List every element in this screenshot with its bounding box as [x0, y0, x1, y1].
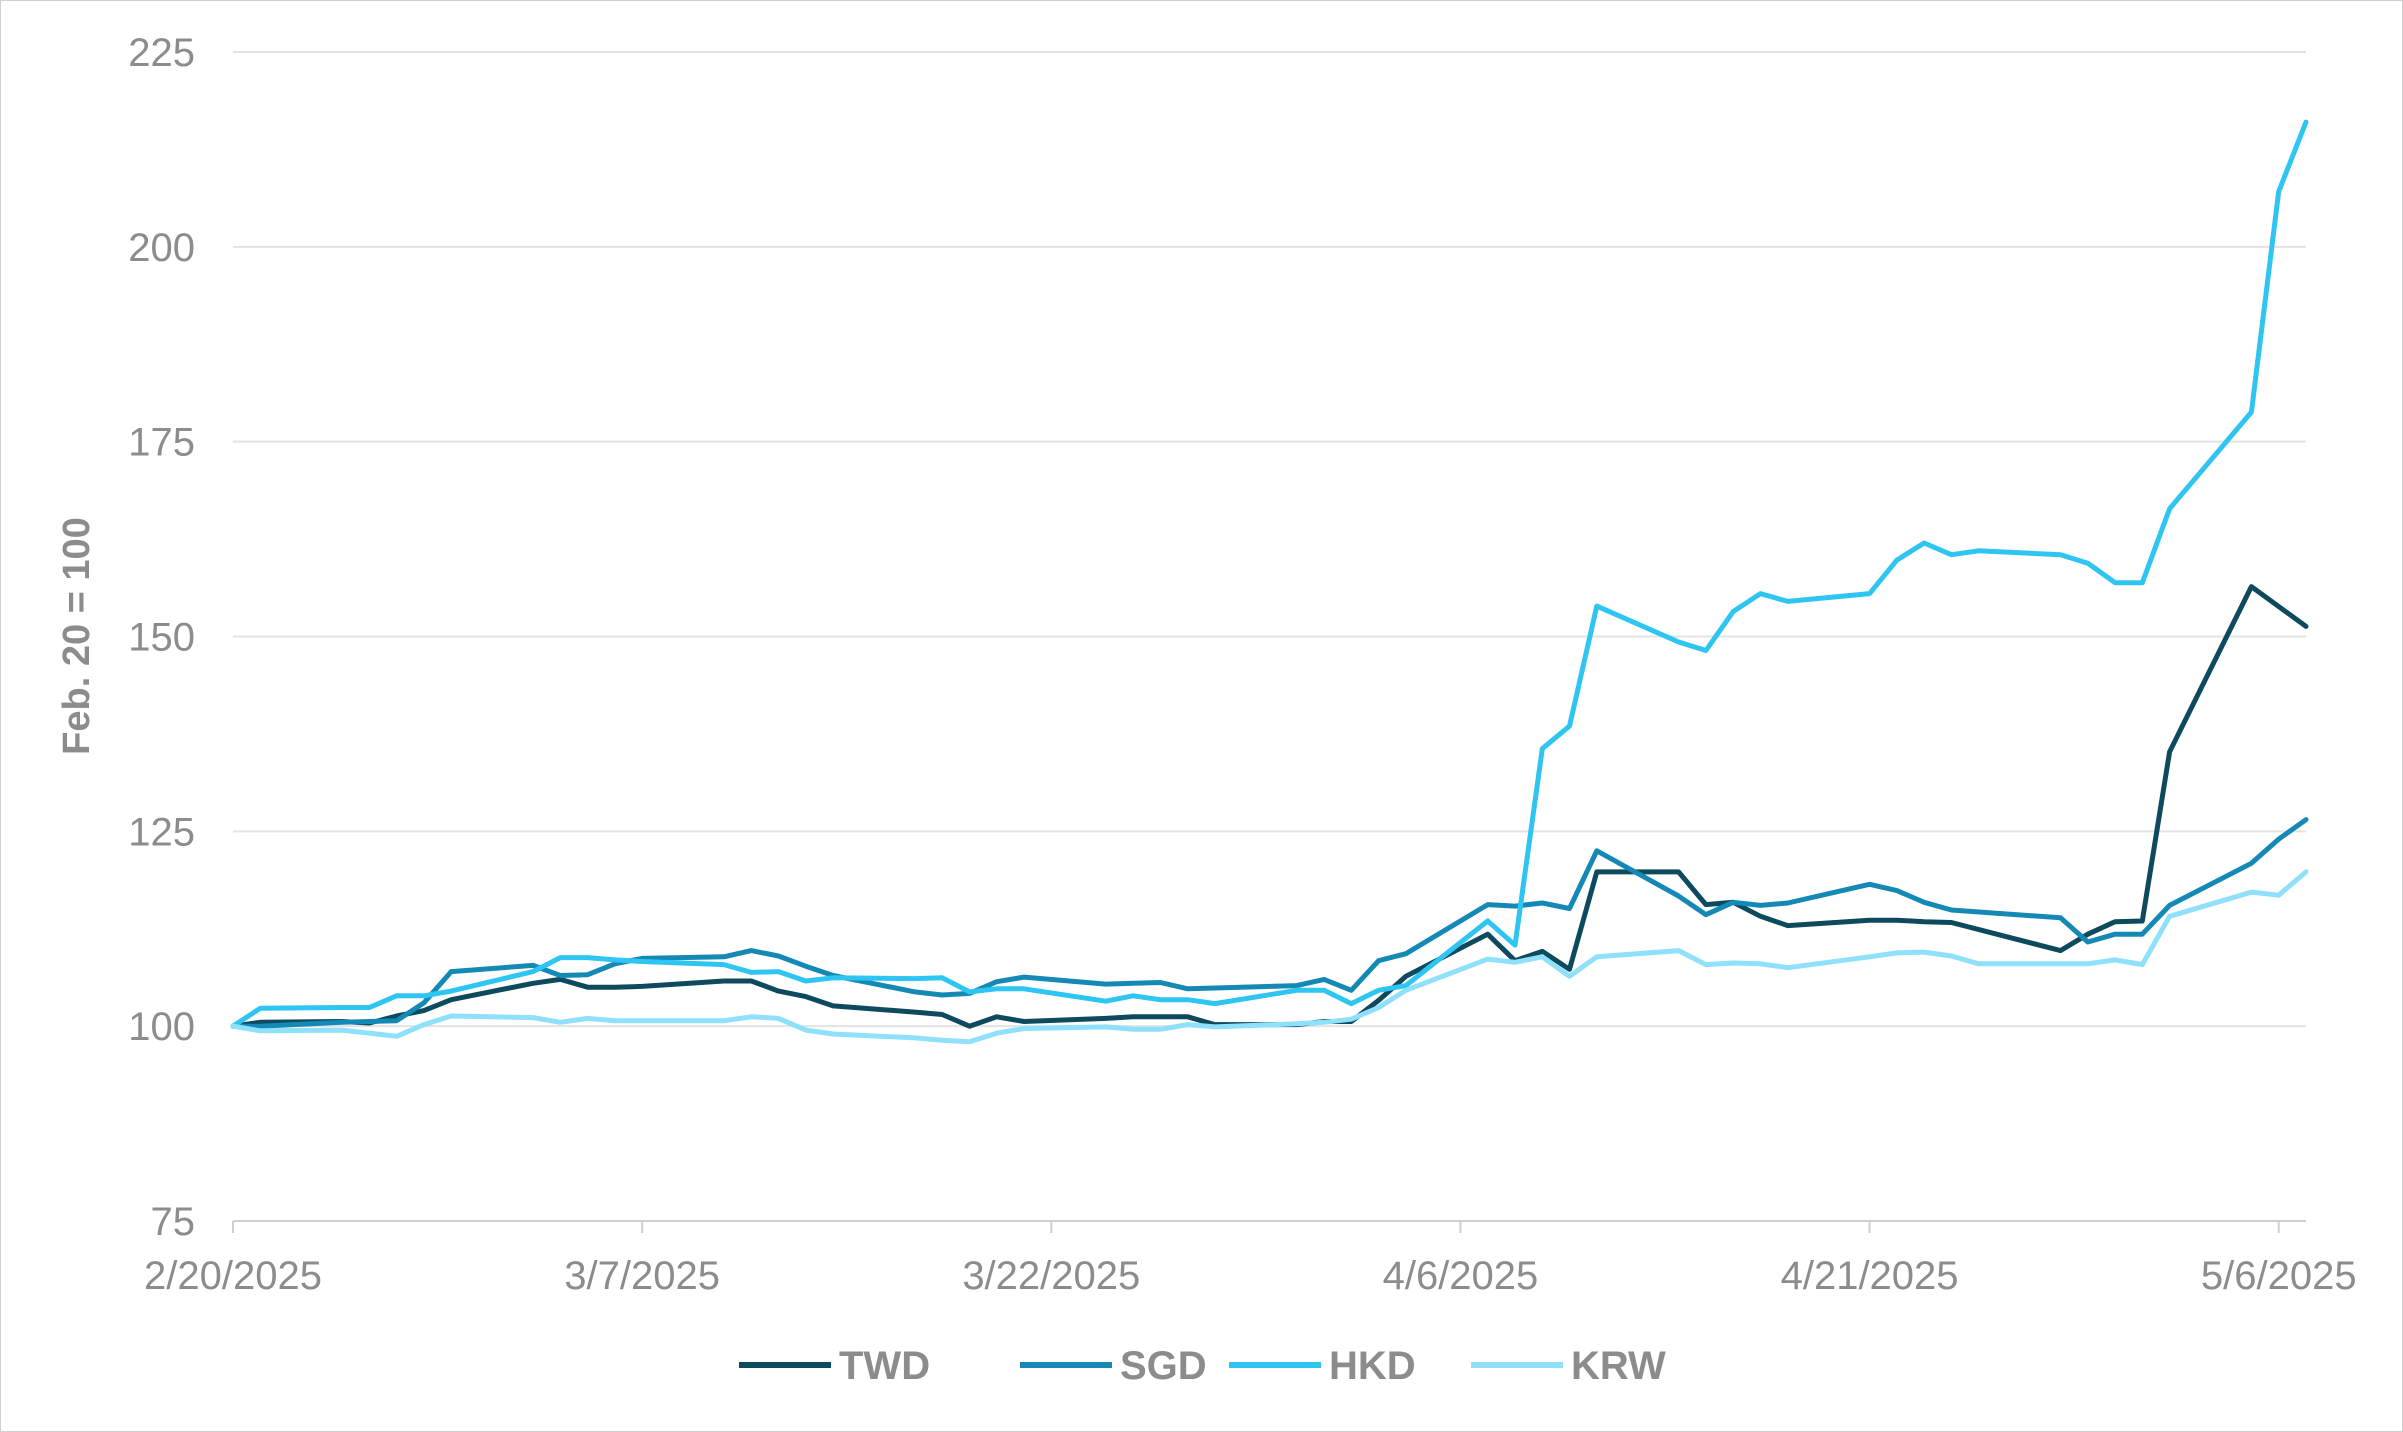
y-tick-label: 225	[128, 31, 195, 75]
series-line-krw	[230, 869, 2309, 1045]
x-tick-label: 3/7/2025	[564, 1254, 720, 1298]
series-lines	[230, 119, 2309, 1045]
series-line-hkd	[230, 119, 2309, 1029]
y-tick-label: 175	[128, 421, 195, 465]
legend-label-twd: TWD	[839, 1344, 930, 1388]
x-tick-label: 4/21/2025	[1781, 1254, 1959, 1298]
y-tick-label: 150	[128, 616, 195, 660]
series-line-twd	[230, 584, 2309, 1029]
gridlines	[233, 51, 2306, 1028]
y-tick-label: 100	[128, 1005, 195, 1049]
x-tick-label: 5/6/2025	[2201, 1254, 2357, 1298]
x-tick-label: 4/6/2025	[1383, 1254, 1539, 1298]
legend-label-hkd: HKD	[1329, 1344, 1416, 1388]
legend-label-krw: KRW	[1571, 1344, 1666, 1388]
x-tick-label: 3/22/2025	[962, 1254, 1140, 1298]
y-axis-ticks: 75 100 125 150 175 200 225	[128, 31, 195, 1244]
x-tick-label: 2/20/2025	[144, 1254, 322, 1298]
y-axis-title: Feb. 20 = 100	[56, 517, 98, 755]
legend: TWD SGD HKD KRW	[739, 1344, 1666, 1388]
y-tick-label: 125	[128, 810, 195, 854]
x-axis-ticks: 2/20/2025 3/7/2025 3/22/2025 4/6/2025 4/21/2…	[144, 1221, 2357, 1298]
legend-label-sgd: SGD	[1120, 1344, 1207, 1388]
series-line-sgd	[230, 817, 2309, 1029]
y-tick-label: 75	[151, 1200, 196, 1244]
y-tick-label: 200	[128, 226, 195, 270]
